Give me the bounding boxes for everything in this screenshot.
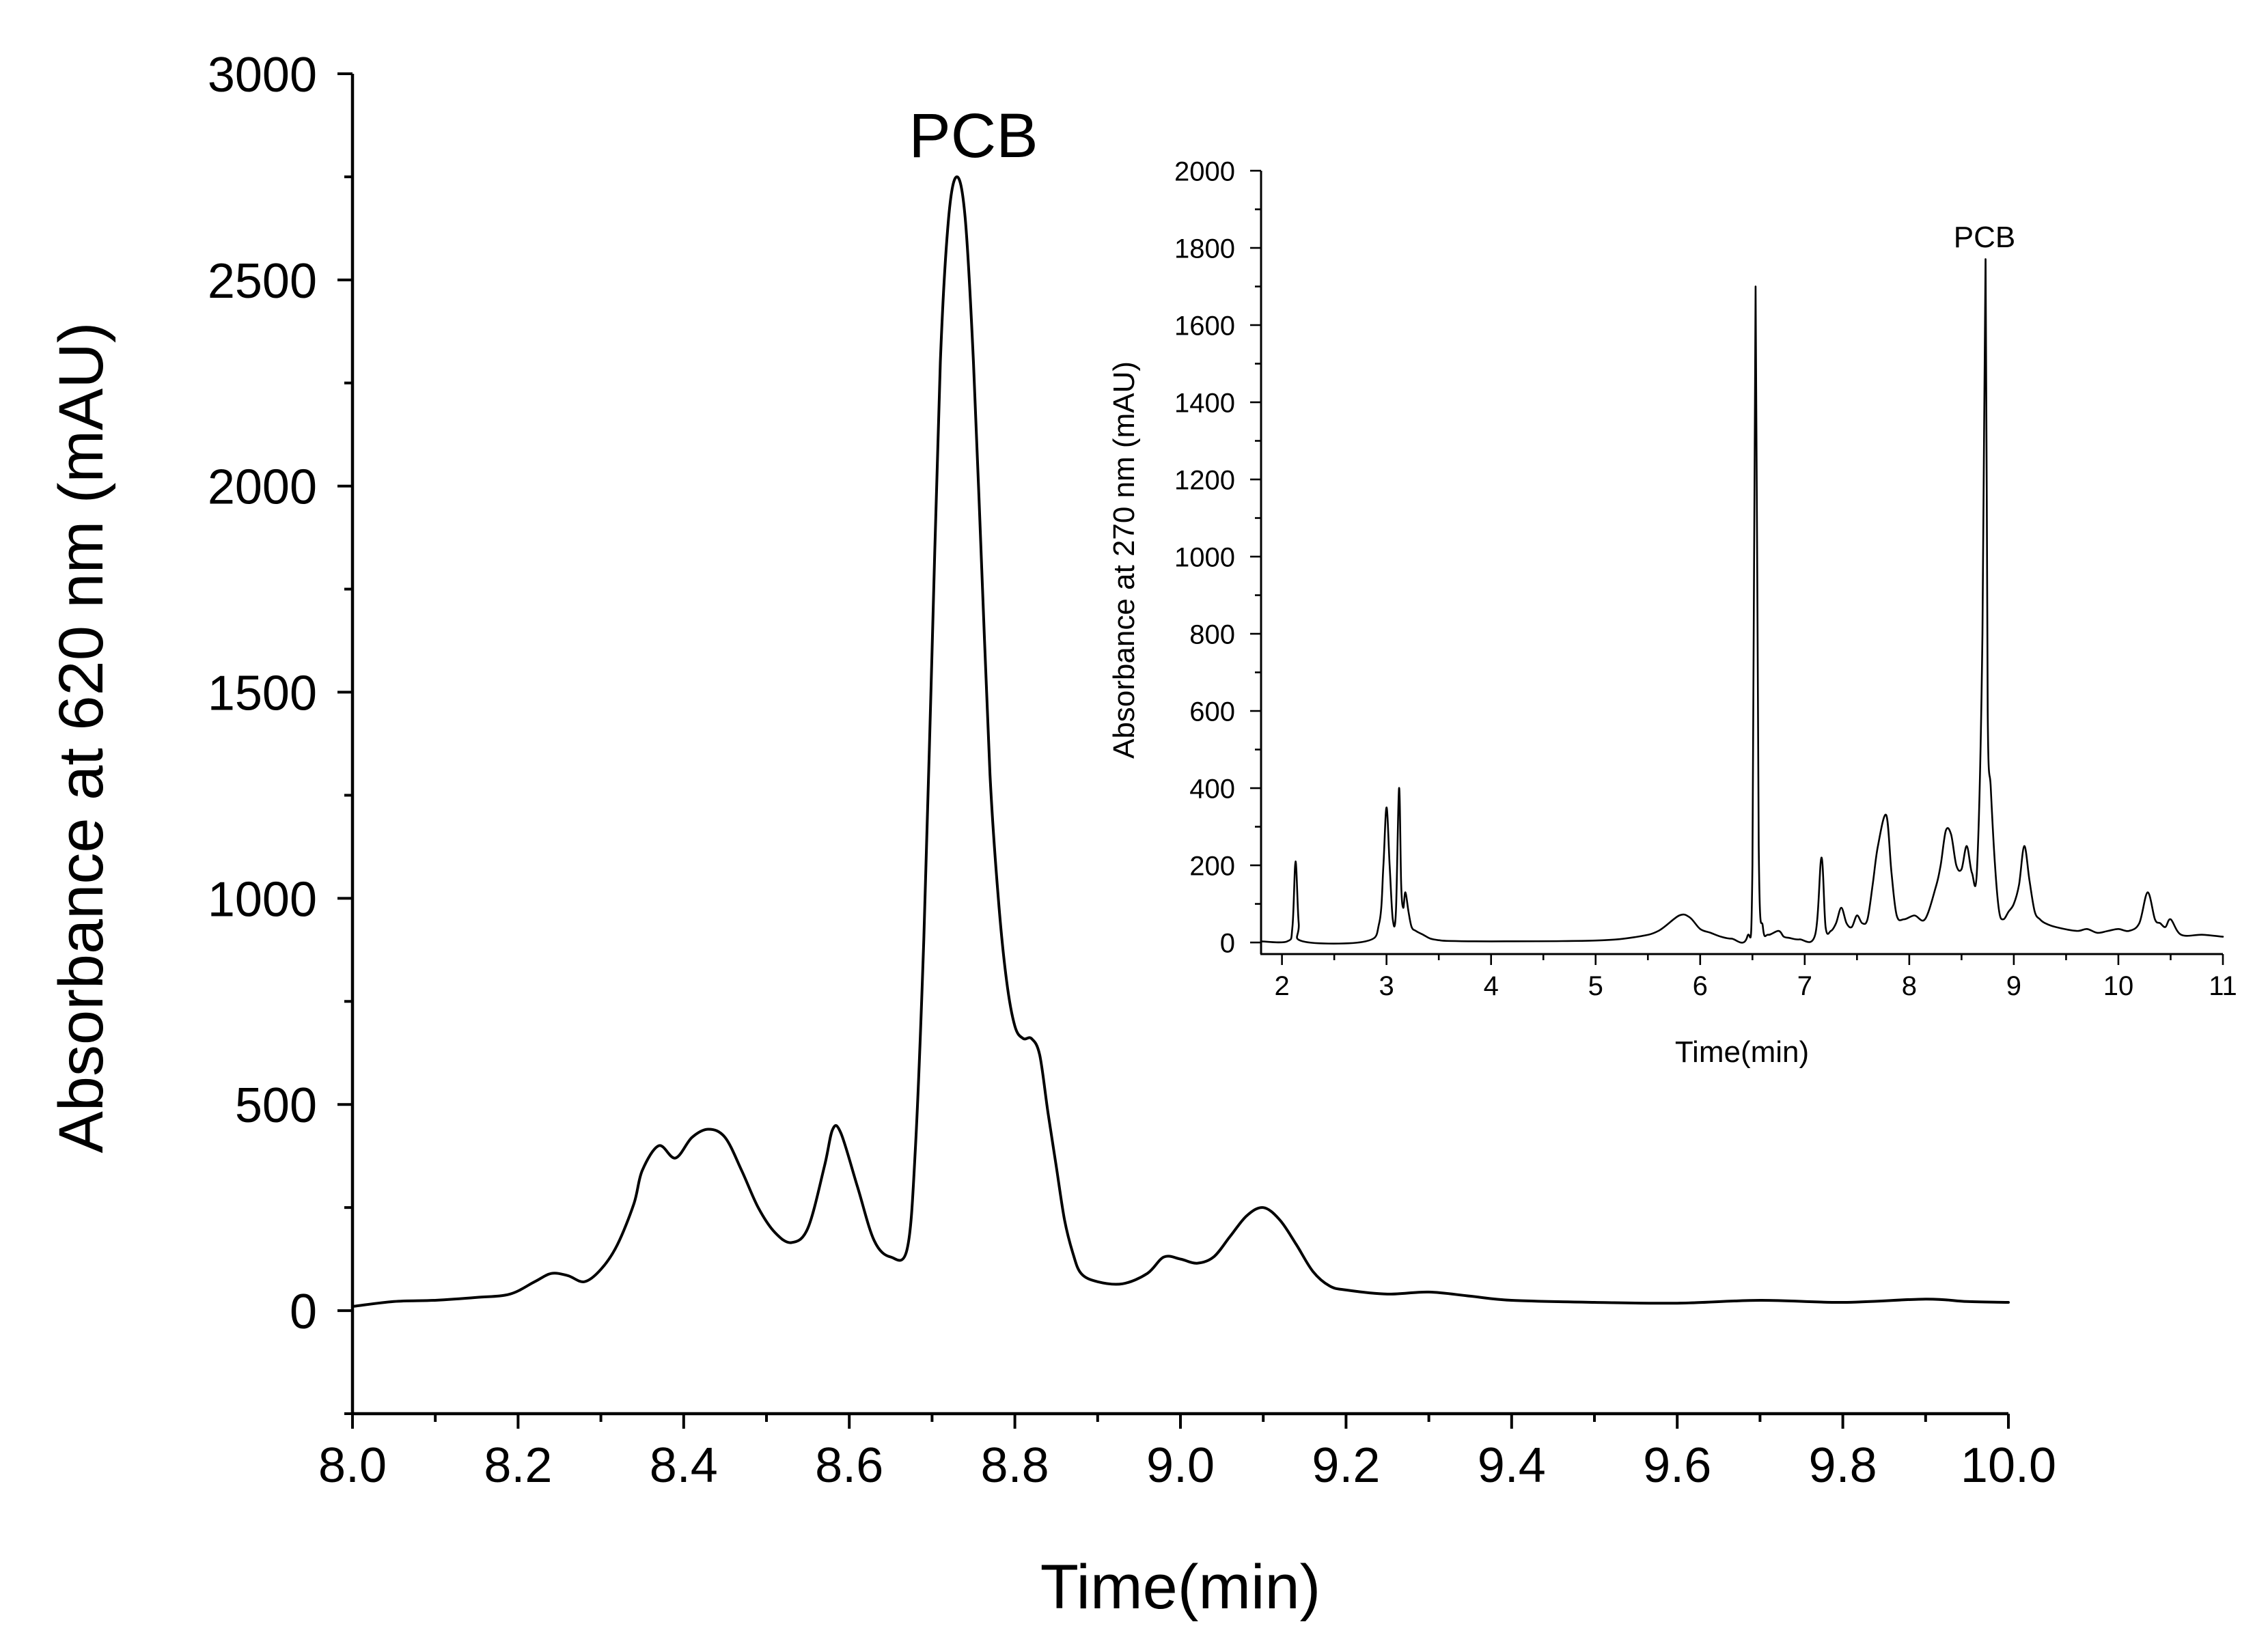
inset-y-axis-label: Absorbance at 270 nm (mAU) [1107,361,1141,759]
inset-x-tick-label: 5 [1588,971,1603,1001]
inset-y-tick-label: 1600 [1174,311,1235,341]
main-y-tick-label: 3000 [208,48,317,102]
main-x-tick-label: 9.0 [1146,1438,1215,1493]
main-x-tick-label: 8.8 [981,1438,1049,1493]
inset-y-tick-label: 800 [1189,619,1235,649]
main-x-tick-label: 8.4 [650,1438,718,1493]
main-x-tick-label: 8.2 [484,1438,552,1493]
main-y-tick-label: 0 [290,1285,317,1339]
main-x-tick-label: 9.2 [1312,1438,1380,1493]
inset-y-tick-label: 400 [1189,774,1235,804]
main-x-tick-label: 9.4 [1478,1438,1546,1493]
inset-y-tick-label: 1200 [1174,465,1235,495]
main-x-tick-label: 9.8 [1809,1438,1877,1493]
inset-chart: 2 3 4 5 6 7 8 9 10 11 0 200 400 600 800 1000 1200 1400 16… [1107,156,2237,1069]
inset-y-tick-label: 2000 [1174,156,1235,186]
main-y-axis-label: Absorbance at 620 nm (mAU) [46,322,116,1153]
inset-peak-label-pcb: PCB [1954,221,2015,254]
inset-chromatogram-trace [1260,258,2224,945]
inset-y-tick-label: 1000 [1174,542,1235,572]
inset-x-tick-label: 11 [2209,971,2237,1001]
main-y-tick-label: 2000 [208,460,317,515]
main-peak-label-pcb: PCB [909,101,1038,171]
inset-x-axis-label: Time(min) [1675,1035,1809,1069]
inset-y-tick-label: 1400 [1174,388,1235,418]
main-x-tick-label: 8.6 [815,1438,883,1493]
main-y-tick-label: 500 [235,1078,317,1133]
inset-y-tick-label: 200 [1189,851,1235,881]
main-chart: 8.0 8.2 8.4 8.6 8.8 9.0 9.2 9.4 9.6 9.8 10.0 0 500 1… [46,48,2056,1622]
main-chromatogram-trace [351,175,2010,1308]
main-x-tick-label: 8.0 [318,1438,387,1493]
inset-x-tick-label: 7 [1797,971,1812,1001]
main-y-ticks: 0 500 1000 1500 2000 2500 3000 [208,48,352,1415]
main-x-tick-label: 10.0 [1961,1438,2056,1493]
inset-x-tick-label: 6 [1693,971,1708,1001]
inset-y-tick-label: 0 [1220,928,1235,958]
inset-x-tick-label: 8 [1902,971,1917,1001]
inset-y-ticks: 0 200 400 600 800 1000 1200 1400 1600 1800 2000 [1174,156,1261,958]
inset-y-tick-label: 1800 [1174,234,1235,264]
inset-x-tick-label: 10 [2103,971,2134,1001]
main-y-tick-label: 2500 [208,254,317,309]
inset-x-tick-label: 3 [1379,971,1394,1001]
main-y-tick-label: 1500 [208,666,317,720]
inset-x-ticks: 2 3 4 5 6 7 8 9 10 11 [1274,954,2237,1001]
inset-x-tick-label: 4 [1484,971,1499,1001]
inset-x-tick-label: 2 [1274,971,1289,1001]
inset-x-tick-label: 9 [2006,971,2021,1001]
main-x-axis-label: Time(min) [1040,1552,1321,1622]
main-x-ticks: 8.0 8.2 8.4 8.6 8.8 9.0 9.2 9.4 9.6 9.8 10.0 [318,1414,2056,1493]
main-y-tick-label: 1000 [208,872,317,927]
main-x-tick-label: 9.6 [1643,1438,1711,1493]
inset-y-tick-label: 600 [1189,697,1235,727]
